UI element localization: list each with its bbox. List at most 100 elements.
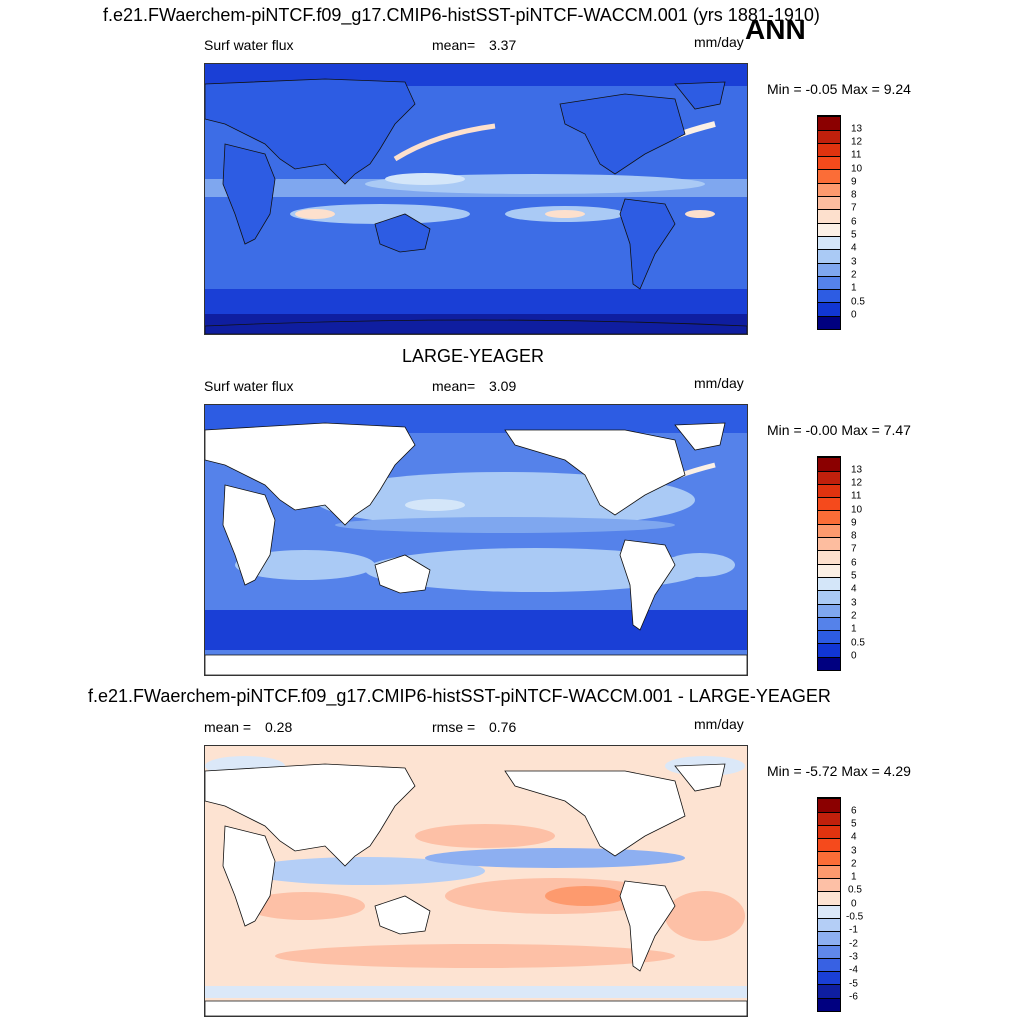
colorbar-segment [818, 169, 840, 183]
colorbar-segment [818, 471, 840, 484]
colorbar-tick-label: 1 [851, 623, 857, 635]
colorbar-segment [818, 643, 840, 657]
colorbar-tick-label: 2 [851, 610, 857, 622]
colorbar-segment [818, 617, 840, 630]
colorbar-tick-label: 0.5 [848, 884, 862, 896]
panel-2-title: LARGE-YEAGER [402, 346, 545, 366]
panel-3-units: mm/day [694, 716, 744, 732]
panel-2-minmax: Min = -0.00 Max = 7.47 [767, 422, 911, 438]
colorbar-segment [818, 905, 840, 918]
colorbar-segment [818, 484, 840, 497]
colorbar-segment [818, 657, 840, 670]
colorbar-tick-label: -1 [849, 924, 858, 936]
colorbar-segment [818, 604, 840, 617]
colorbar-tick-label: 6 [851, 805, 857, 817]
colorbar-tick-label: 6 [851, 557, 857, 569]
colorbar-tick-label: 13 [851, 464, 863, 476]
colorbar-tick-label: 4 [851, 242, 857, 254]
colorbar-segment [818, 183, 840, 196]
colorbar-tick-label: 9 [851, 176, 857, 188]
colorbar-tick-label: 6 [851, 216, 857, 228]
colorbar-tick-label: 0.5 [851, 296, 865, 308]
panel-3-title: f.e21.FWaerchem-piNTCF.f09_g17.CMIP6-his… [88, 686, 831, 706]
panel-2-map [204, 404, 748, 676]
colorbar-tick-label: 1 [851, 871, 857, 883]
panel-3-mean-value: 0.28 [265, 719, 293, 735]
colorbar-tick-label: 12 [851, 136, 863, 148]
colorbar-tick-label: -0.5 [846, 911, 864, 923]
colorbar-segment [818, 156, 840, 169]
colorbar-segment [818, 798, 840, 812]
colorbar-tick-label: -6 [849, 991, 858, 1003]
colorbar-tick-label: -5 [849, 978, 858, 990]
colorbar-tick-label: 10 [851, 163, 863, 175]
colorbar-segment [818, 510, 840, 524]
colorbar-tick-label: 13 [851, 123, 863, 135]
colorbar-segment [818, 537, 840, 550]
colorbar-segment [818, 590, 840, 604]
colorbar-segment [818, 564, 840, 577]
colorbar-segment [818, 302, 840, 316]
colorbar-tick-label: 12 [851, 477, 863, 489]
colorbar-segment [818, 931, 840, 945]
colorbar-segment [818, 865, 840, 878]
colorbar-segment [818, 276, 840, 289]
colorbar-tick-label: -3 [849, 951, 858, 963]
colorbar-tick-label: 10 [851, 504, 863, 516]
panel-1-minmax: Min = -0.05 Max = 9.24 [767, 81, 911, 97]
panel-3-minmax: Min = -5.72 Max = 4.29 [767, 763, 911, 779]
colorbar-segment [818, 838, 840, 851]
panel-3-mean-label: mean = [204, 719, 252, 735]
panel-1-mean-label: mean= [432, 37, 476, 53]
colorbar-tick-label: 4 [851, 583, 857, 595]
panel-3-colorbar [817, 797, 841, 1012]
colorbar-segment [818, 958, 840, 971]
colorbar-segment [818, 891, 840, 905]
colorbar-segment [818, 851, 840, 865]
colorbar-segment [818, 289, 840, 302]
colorbar-segment [818, 457, 840, 471]
panel-3-rmse-label: rmse = [432, 719, 476, 735]
colorbar-segment [818, 550, 840, 564]
panel-1-map [204, 63, 748, 335]
colorbar-tick-label: 0 [851, 898, 857, 910]
panel-2-colorbar [817, 456, 841, 671]
panel-1-mean-value: 3.37 [489, 37, 517, 53]
panel-2-units: mm/day [694, 375, 744, 391]
colorbar-segment [818, 630, 840, 643]
panel-1-colorbar [817, 115, 841, 330]
colorbar-segment [818, 577, 840, 590]
colorbar-tick-label: -2 [849, 938, 858, 950]
colorbar-tick-label: 2 [851, 858, 857, 870]
colorbar-tick-label: 0 [851, 650, 857, 662]
panel-2-mean-label: mean= [432, 378, 476, 394]
panel-3-map [204, 745, 748, 1017]
panel-3-rmse-value: 0.76 [489, 719, 517, 735]
colorbar-segment [818, 998, 840, 1011]
colorbar-segment [818, 196, 840, 209]
colorbar-tick-label: 3 [851, 256, 857, 268]
colorbar-segment [818, 812, 840, 825]
colorbar-tick-label: 8 [851, 530, 857, 542]
colorbar-tick-label: 3 [851, 597, 857, 609]
colorbar-segment [818, 263, 840, 276]
colorbar-segment [818, 971, 840, 984]
colorbar-tick-label: 7 [851, 543, 857, 555]
colorbar-tick-label: 9 [851, 517, 857, 529]
colorbar-tick-label: 3 [851, 845, 857, 857]
panel-1-title: f.e21.FWaerchem-piNTCF.f09_g17.CMIP6-his… [103, 5, 820, 25]
colorbar-segment [818, 825, 840, 838]
colorbar-tick-label: 5 [851, 570, 857, 582]
season-label: ANN [745, 14, 806, 45]
colorbar-segment [818, 524, 840, 537]
panel-2-mean-value: 3.09 [489, 378, 517, 394]
colorbar-tick-label: 0.5 [851, 637, 865, 649]
colorbar-tick-label: 8 [851, 189, 857, 201]
colorbar-segment [818, 918, 840, 931]
panel-1-units: mm/day [694, 34, 744, 50]
colorbar-tick-label: 7 [851, 202, 857, 214]
colorbar-segment [818, 116, 840, 130]
colorbar-segment [818, 984, 840, 998]
colorbar-tick-label: 5 [851, 229, 857, 241]
colorbar-tick-label: -4 [849, 964, 858, 976]
